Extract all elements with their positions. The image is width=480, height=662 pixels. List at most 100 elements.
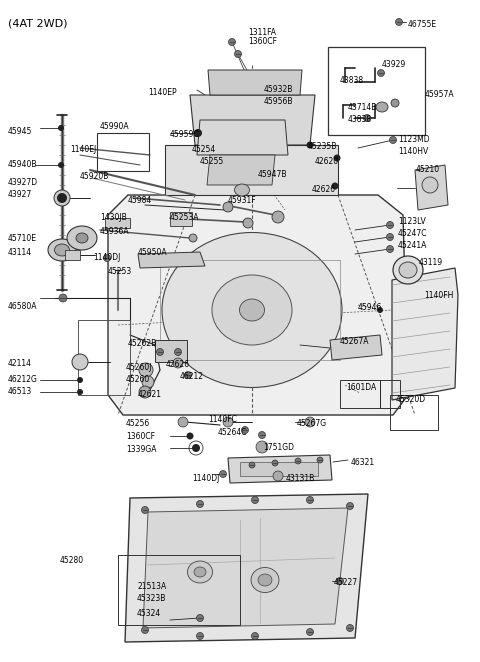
Circle shape [57, 193, 67, 203]
Polygon shape [190, 95, 315, 145]
Circle shape [72, 354, 88, 370]
Circle shape [305, 417, 315, 427]
Bar [240, 462, 318, 476]
Ellipse shape [188, 561, 213, 583]
Circle shape [273, 471, 283, 481]
Text: 1601DA: 1601DA [346, 383, 376, 392]
Text: 45990A: 45990A [100, 122, 130, 131]
Circle shape [184, 371, 192, 379]
Text: 1339GA: 1339GA [126, 445, 156, 454]
Text: 45210: 45210 [416, 165, 440, 174]
Text: 1140DJ: 1140DJ [93, 253, 120, 262]
Text: 45256: 45256 [126, 419, 150, 428]
Text: 45280: 45280 [60, 556, 84, 565]
Circle shape [252, 632, 259, 639]
Circle shape [142, 376, 154, 388]
Circle shape [196, 500, 204, 508]
Ellipse shape [162, 232, 342, 387]
Text: 45940B: 45940B [8, 160, 37, 169]
Text: 43131B: 43131B [286, 474, 315, 483]
Polygon shape [143, 508, 348, 628]
Polygon shape [330, 335, 382, 360]
Ellipse shape [393, 256, 423, 284]
Polygon shape [415, 165, 448, 210]
Circle shape [139, 363, 153, 377]
Circle shape [307, 496, 313, 504]
Text: 1123MD: 1123MD [398, 135, 430, 144]
Circle shape [189, 234, 197, 242]
Circle shape [252, 496, 259, 504]
Ellipse shape [212, 275, 292, 345]
Polygon shape [197, 120, 288, 155]
Circle shape [173, 358, 183, 368]
Text: 45255: 45255 [200, 157, 224, 166]
Circle shape [187, 432, 193, 440]
Ellipse shape [194, 567, 206, 577]
Polygon shape [207, 155, 275, 185]
Circle shape [317, 457, 323, 463]
Text: 46755E: 46755E [408, 20, 437, 29]
Ellipse shape [391, 99, 399, 107]
Circle shape [235, 50, 241, 58]
Circle shape [58, 125, 64, 131]
Circle shape [386, 222, 394, 228]
Text: 46212G: 46212G [8, 375, 38, 384]
Text: 45253: 45253 [108, 267, 132, 276]
Text: 46321: 46321 [351, 458, 375, 467]
Text: 1360CF: 1360CF [126, 432, 155, 441]
Text: 46513: 46513 [8, 387, 32, 396]
Text: 45957A: 45957A [425, 90, 455, 99]
Circle shape [256, 441, 268, 453]
Bar [65, 250, 80, 260]
Circle shape [295, 458, 301, 464]
Ellipse shape [67, 226, 97, 250]
Bar [390, 395, 438, 430]
Circle shape [142, 626, 148, 634]
Text: 43838: 43838 [340, 76, 364, 85]
Text: 42114: 42114 [8, 359, 32, 368]
Circle shape [249, 462, 255, 468]
Circle shape [228, 38, 236, 46]
Circle shape [196, 632, 204, 639]
Text: (4AT 2WD): (4AT 2WD) [8, 18, 68, 28]
Ellipse shape [76, 233, 88, 243]
Polygon shape [138, 252, 205, 268]
Polygon shape [228, 455, 332, 483]
Circle shape [54, 190, 70, 206]
Circle shape [58, 162, 64, 168]
Ellipse shape [235, 184, 250, 196]
Bar [118, 555, 240, 625]
Text: 45920B: 45920B [80, 172, 109, 181]
Text: 45323B: 45323B [137, 594, 167, 603]
Text: 1360CF: 1360CF [248, 37, 277, 46]
Text: 1140EJ: 1140EJ [70, 145, 96, 154]
Ellipse shape [55, 244, 70, 256]
Circle shape [389, 136, 396, 144]
Ellipse shape [258, 574, 272, 586]
Bar [155, 340, 187, 362]
Text: 45959C: 45959C [170, 130, 200, 139]
Circle shape [347, 624, 353, 632]
Text: 43114: 43114 [8, 248, 32, 257]
Bar [328, 47, 425, 135]
Circle shape [142, 506, 148, 514]
Text: 45260J: 45260J [126, 363, 153, 372]
Circle shape [104, 254, 110, 261]
Text: 45227: 45227 [334, 578, 358, 587]
Text: 1140HV: 1140HV [398, 147, 428, 156]
Circle shape [272, 460, 278, 466]
Text: 45254: 45254 [192, 145, 216, 154]
Ellipse shape [48, 239, 76, 261]
Circle shape [219, 471, 227, 477]
Bar [170, 212, 192, 226]
Circle shape [178, 417, 188, 427]
Text: 45262B: 45262B [128, 339, 157, 348]
Text: 42626: 42626 [312, 185, 336, 194]
Text: 45267G: 45267G [297, 419, 327, 428]
Circle shape [272, 211, 284, 223]
Circle shape [307, 142, 313, 148]
Text: 45956B: 45956B [264, 97, 293, 106]
Text: 45247C: 45247C [398, 229, 428, 238]
Ellipse shape [251, 567, 279, 592]
Text: 45984: 45984 [128, 196, 152, 205]
